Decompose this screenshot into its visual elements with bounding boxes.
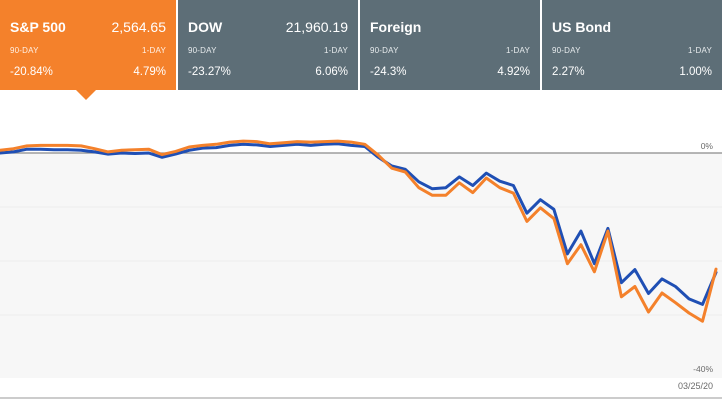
series-line-sp500 [0,139,718,323]
y-tick-label: 0% [701,141,714,151]
tab-1-day-change: 4.92% [497,66,530,78]
tab-name: US Bond [552,19,612,35]
tab-price: 21,960.19 [285,19,348,35]
tab-90-day-change: -20.84% [10,66,53,78]
tab-90-day-label: 90-DAY [10,46,39,55]
tab-90-day-change: -23.27% [188,66,231,78]
tab-s-p-500[interactable]: S&P 500 2,564.65 90-DAY 1-DAY -20.84% 4.79% [0,0,178,90]
tab-dow[interactable]: DOW 21,960.19 90-DAY 1-DAY -23.27% 6.06% [178,0,360,90]
tab-1-day-label: 1-DAY [506,46,530,55]
tab-90-day-change: -24.3% [370,66,407,78]
tab-90-day-label: 90-DAY [552,46,581,55]
tab-90-day-change: 2.27% [552,66,585,78]
tab-1-day-label: 1-DAY [324,46,348,55]
y-tick-label: -40% [693,364,713,374]
active-tab-pointer [76,90,96,100]
index-line-chart: 0% -40% 03/25/20 [0,139,722,399]
plot-shaded-area [0,153,722,378]
tab-1-day-change: 1.00% [679,66,712,78]
series-line-dow [0,142,718,306]
tab-price: 2,564.65 [111,19,167,35]
tab-1-day-label: 1-DAY [142,46,166,55]
x-end-date-label: 03/25/20 [678,381,713,391]
tab-1-day-change: 4.79% [133,66,166,78]
index-tabs: S&P 500 2,564.65 90-DAY 1-DAY -20.84% 4.79% DO… [0,0,722,90]
tab-name: DOW [188,19,223,35]
tab-foreign[interactable]: Foreign 90-DAY 1-DAY -24.3% 4.92% [360,0,542,90]
tab-90-day-label: 90-DAY [370,46,399,55]
tab-1-day-change: 6.06% [315,66,348,78]
tab-us-bond[interactable]: US Bond 90-DAY 1-DAY 2.27% 1.00% [542,0,722,90]
tab-90-day-label: 90-DAY [188,46,217,55]
tab-name: S&P 500 [10,19,66,35]
tab-1-day-label: 1-DAY [688,46,712,55]
tab-name: Foreign [370,19,422,35]
